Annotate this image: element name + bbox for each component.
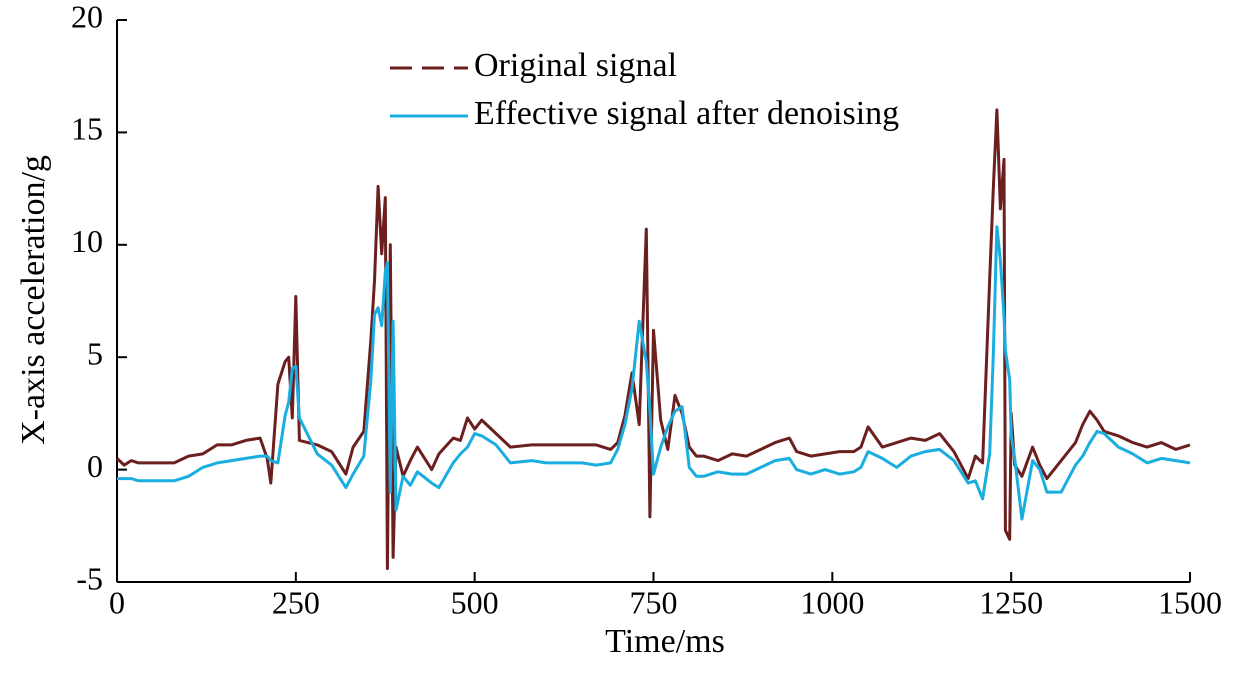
x-tick-label: 750: [630, 584, 678, 620]
y-tick-label: 0: [87, 448, 103, 484]
legend-text: Effective signal after denoising: [474, 95, 899, 132]
x-tick-label: 1250: [979, 584, 1043, 620]
x-tick-label: 1500: [1158, 584, 1222, 620]
legend-text: Original signal: [474, 47, 677, 84]
x-tick-label: 500: [451, 584, 499, 620]
series-line: [115, 108, 1191, 570]
series-line: [117, 225, 1191, 521]
y-tick-label: 10: [71, 223, 103, 259]
y-axis-label: X-axis acceleration/g: [15, 155, 52, 445]
x-axis-label: Time/ms: [605, 623, 725, 660]
x-tick-label: 0: [109, 584, 125, 620]
x-tick-label: 1000: [800, 584, 864, 620]
y-tick-label: 5: [87, 336, 103, 372]
y-tick-label: 20: [71, 0, 103, 34]
x-tick-label: 250: [272, 584, 320, 620]
y-tick-label: 15: [71, 111, 103, 147]
y-tick-label: -5: [76, 560, 103, 596]
